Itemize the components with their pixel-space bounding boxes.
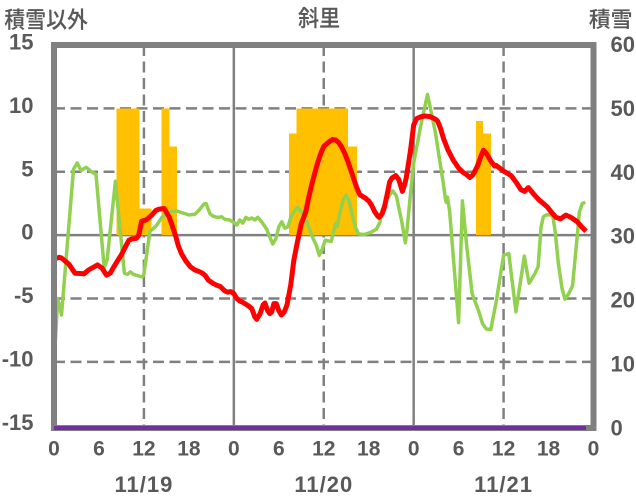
svg-text:18: 18 <box>537 438 561 461</box>
svg-text:6: 6 <box>273 438 285 461</box>
svg-text:5: 5 <box>21 156 33 181</box>
svg-text:-15: -15 <box>2 410 34 435</box>
svg-text:12: 12 <box>132 438 155 461</box>
svg-text:0: 0 <box>588 438 600 461</box>
svg-text:0: 0 <box>408 438 420 461</box>
svg-text:60: 60 <box>611 32 635 57</box>
svg-text:0: 0 <box>21 220 33 245</box>
svg-text:6: 6 <box>93 438 105 461</box>
svg-text:18: 18 <box>357 438 381 461</box>
svg-text:30: 30 <box>611 224 635 249</box>
svg-text:0: 0 <box>48 438 60 461</box>
svg-text:6: 6 <box>453 438 465 461</box>
svg-text:11/20: 11/20 <box>294 472 353 497</box>
svg-text:-10: -10 <box>2 346 34 371</box>
svg-text:15: 15 <box>9 30 33 55</box>
svg-text:11/21: 11/21 <box>474 472 533 497</box>
svg-text:12: 12 <box>312 438 335 461</box>
svg-text:10: 10 <box>611 351 635 376</box>
svg-text:12: 12 <box>492 438 515 461</box>
svg-text:20: 20 <box>611 288 635 313</box>
svg-text:50: 50 <box>611 96 635 121</box>
svg-text:0: 0 <box>611 415 623 440</box>
svg-text:10: 10 <box>9 93 33 118</box>
svg-text:-5: -5 <box>14 283 34 308</box>
svg-text:40: 40 <box>611 160 635 185</box>
svg-text:18: 18 <box>177 438 201 461</box>
svg-text:0: 0 <box>228 438 240 461</box>
svg-text:11/19: 11/19 <box>114 472 173 497</box>
